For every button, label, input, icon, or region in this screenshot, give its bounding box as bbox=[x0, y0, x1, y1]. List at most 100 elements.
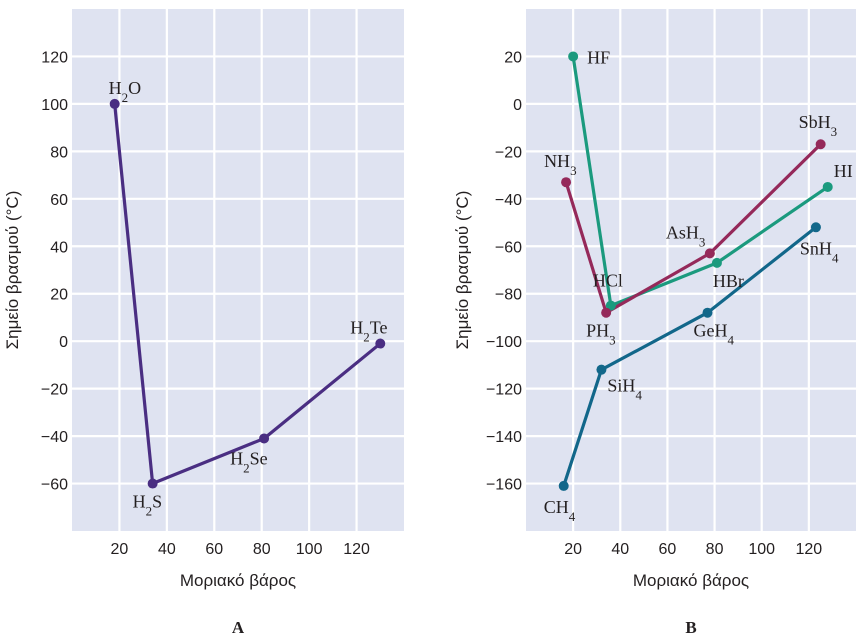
x-tick-label: 40 bbox=[611, 541, 629, 558]
data-point-label-subscript: 4 bbox=[728, 332, 735, 347]
data-point-label-subscript: 2 bbox=[146, 503, 153, 518]
x-tick-label: 20 bbox=[564, 541, 582, 558]
data-point bbox=[375, 338, 386, 349]
data-point-label-subscript: 3 bbox=[609, 332, 616, 347]
data-point-label: NH3 bbox=[544, 151, 577, 178]
data-point bbox=[596, 364, 607, 375]
x-tick-label: 100 bbox=[748, 541, 775, 558]
y-tick-label: −20 bbox=[41, 382, 68, 399]
data-point bbox=[568, 51, 579, 62]
data-point-label: H2S bbox=[133, 492, 163, 518]
y-axis-label: Σημείο βρασμού (°C) bbox=[453, 191, 472, 350]
data-point-label-text: H bbox=[109, 78, 122, 98]
data-point-label-text: PH bbox=[586, 321, 609, 341]
y-tick-label: −40 bbox=[41, 429, 68, 446]
data-point bbox=[561, 177, 572, 188]
panel-label: A bbox=[232, 618, 245, 637]
x-axis-label: Μοριακό βάρος bbox=[633, 571, 749, 590]
data-point-label-text: HF bbox=[587, 47, 610, 67]
data-point bbox=[711, 257, 722, 268]
data-point-label: AsH3 bbox=[666, 222, 706, 249]
data-point-label: H2Se bbox=[230, 448, 268, 475]
data-point-label-subscript: 3 bbox=[831, 124, 838, 139]
panel-b: 20 40 60 80 100 120−160−140−120−100−80−60−40−… bbox=[453, 9, 856, 637]
data-point-label-subscript: 2 bbox=[363, 329, 370, 344]
data-point-label-text: H bbox=[350, 318, 363, 338]
data-point-label-text: AsH bbox=[666, 222, 699, 242]
data-point bbox=[147, 478, 158, 489]
y-tick-label: 100 bbox=[41, 97, 68, 114]
x-tick-label: 40 bbox=[158, 541, 176, 558]
y-tick-label: 0 bbox=[59, 334, 68, 351]
data-point-label: H2O bbox=[109, 78, 142, 105]
data-point-label-subscript: 2 bbox=[243, 460, 250, 475]
series-line bbox=[113, 103, 382, 486]
data-point-label: SbH3 bbox=[799, 112, 838, 139]
data-point bbox=[109, 98, 120, 109]
panel-label: B bbox=[685, 618, 696, 637]
series-line bbox=[571, 56, 829, 308]
y-tick-label: −120 bbox=[486, 382, 522, 399]
x-tick-label: 120 bbox=[343, 541, 370, 558]
data-point-label: HCl bbox=[593, 271, 623, 291]
y-tick-label: 80 bbox=[50, 144, 68, 161]
y-tick-label: −60 bbox=[41, 477, 68, 494]
data-point-label-tail: O bbox=[128, 78, 141, 98]
data-point-label: HBr bbox=[713, 271, 744, 291]
data-point-label-text: SiH bbox=[607, 376, 635, 396]
data-point-label-tail: Se bbox=[250, 448, 268, 468]
x-tick-label: 80 bbox=[253, 541, 271, 558]
data-point-label: CH4 bbox=[544, 497, 576, 524]
data-point-label-text: SnH bbox=[800, 238, 832, 258]
y-tick-label: −100 bbox=[486, 334, 522, 351]
x-tick-label: 80 bbox=[706, 541, 724, 558]
data-point-label-text: CH bbox=[544, 497, 569, 517]
data-point-label-subscript: 2 bbox=[122, 89, 129, 104]
data-point-label-text: H bbox=[133, 492, 146, 512]
data-point-label-subscript: 4 bbox=[569, 508, 576, 523]
y-axis-label: Σημείο βρασμού (°C) bbox=[3, 191, 22, 350]
data-point bbox=[704, 248, 715, 259]
y-tick-label: 60 bbox=[50, 192, 68, 209]
data-point-label-text: HI bbox=[834, 161, 853, 181]
x-tick-label: 60 bbox=[205, 541, 223, 558]
y-tick-label: −20 bbox=[495, 144, 522, 161]
data-point-label-tail: S bbox=[152, 492, 162, 512]
data-point bbox=[601, 307, 612, 318]
data-point-label: SiH4 bbox=[607, 376, 642, 403]
x-tick-label: 100 bbox=[296, 541, 323, 558]
data-point-label: SnH4 bbox=[800, 238, 839, 264]
data-point-label: HF bbox=[587, 47, 610, 67]
y-tick-label: 40 bbox=[50, 239, 68, 256]
data-point-label-text: HCl bbox=[593, 271, 623, 291]
y-tick-label: −60 bbox=[495, 239, 522, 256]
plot-area bbox=[72, 9, 404, 531]
y-tick-label: 120 bbox=[41, 49, 68, 66]
data-point-label-subscript: 3 bbox=[699, 234, 706, 249]
y-tick-label: −140 bbox=[486, 429, 522, 446]
data-point bbox=[810, 222, 821, 233]
data-point-label: GeH4 bbox=[694, 321, 735, 348]
series-line bbox=[564, 143, 822, 315]
data-point-label-text: HBr bbox=[713, 271, 744, 291]
data-point-label-subscript: 3 bbox=[570, 163, 577, 178]
data-point-label: H2Te bbox=[350, 318, 387, 345]
y-tick-label: 20 bbox=[504, 49, 522, 66]
panel-a: 20 40 60 80 100 120 −60 −40 −20 0 20 40 60 80 100 120 Μο… bbox=[3, 9, 404, 637]
series-line bbox=[562, 226, 817, 487]
y-tick-label: −160 bbox=[486, 477, 522, 494]
x-tick-label: 20 bbox=[111, 541, 129, 558]
x-axis-label: Μοριακό βάρος bbox=[180, 571, 296, 590]
data-point bbox=[259, 433, 270, 444]
y-tick-label: 20 bbox=[50, 287, 68, 304]
x-tick-label: 120 bbox=[796, 541, 823, 558]
y-tick-label: 0 bbox=[513, 97, 522, 114]
data-point-label-text: H bbox=[230, 448, 243, 468]
data-point-label: HI bbox=[834, 161, 853, 181]
data-point bbox=[605, 300, 616, 311]
data-point-label-subscript: 4 bbox=[635, 387, 642, 402]
data-point bbox=[822, 181, 833, 192]
data-point-label-subscript: 4 bbox=[832, 250, 839, 265]
data-point-label: PH3 bbox=[586, 321, 616, 348]
